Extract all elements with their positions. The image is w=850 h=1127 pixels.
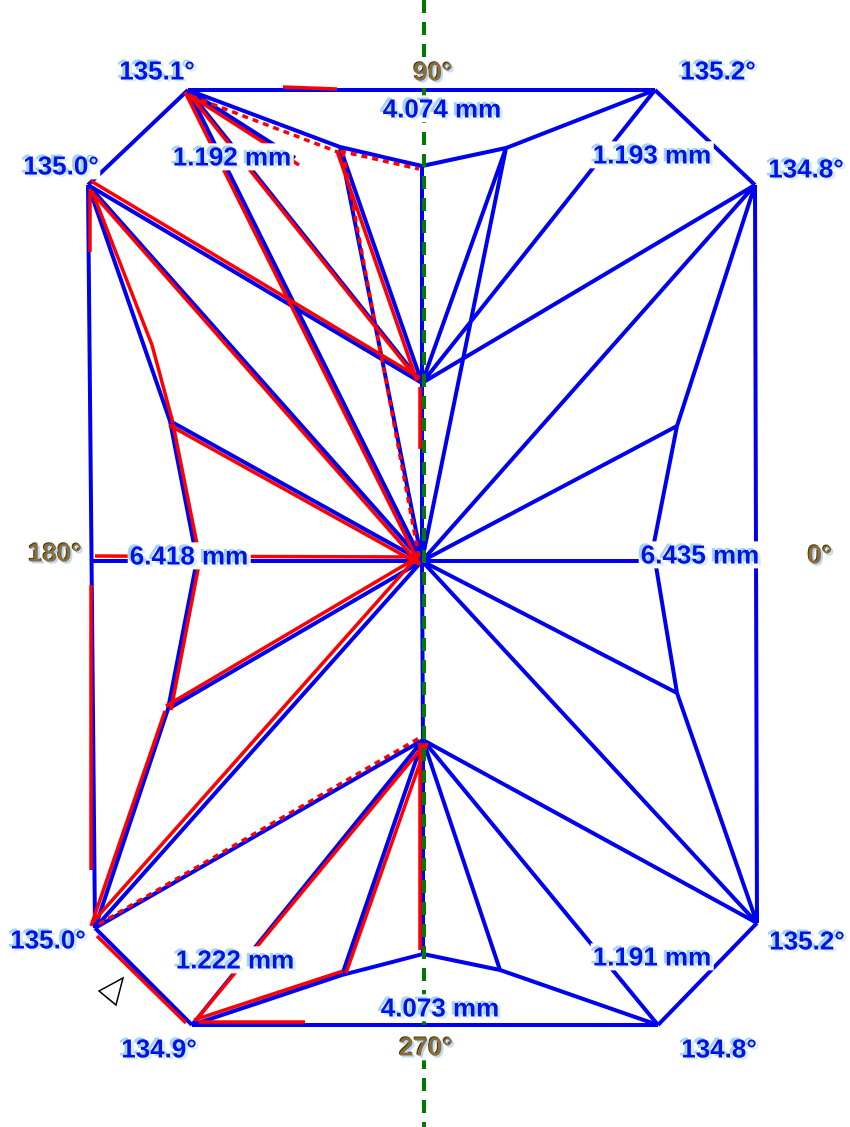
facet-edge-line	[422, 952, 501, 972]
facet-edge-line	[282, 85, 338, 91]
facet-edge-line	[651, 425, 679, 549]
facet-edge-line	[193, 969, 344, 1022]
facet-edge-line	[421, 739, 502, 971]
facet-edge-line	[168, 423, 420, 566]
facet-edge-line	[340, 739, 425, 976]
facet-edge-line	[339, 145, 423, 168]
facet-edge-line	[194, 742, 427, 1022]
facet-edge-line	[420, 183, 757, 385]
facet-edge-line	[653, 88, 757, 187]
facet-edge-line	[187, 92, 420, 382]
facet-edge-line	[90, 555, 419, 925]
facet-edge-line	[420, 147, 508, 562]
facet-edge-line	[651, 547, 679, 694]
facet-edge-line	[87, 187, 422, 567]
facet-edge-line	[190, 94, 339, 154]
facet-edge-line	[339, 149, 420, 171]
facet-edge-line	[675, 692, 759, 924]
facet-edge-line	[169, 558, 202, 711]
facet-edge-line	[166, 559, 199, 710]
facet-edge-line	[168, 420, 199, 561]
cursor-triangle-icon	[97, 976, 125, 1007]
facet-edge-line	[420, 88, 657, 385]
facet-edge-line	[89, 710, 167, 927]
facet-edge-line	[505, 88, 656, 150]
facet-edge-line	[338, 146, 424, 384]
facet-edge-line	[344, 742, 429, 974]
facet-edge-line	[422, 738, 758, 925]
facet-edge-line	[90, 190, 154, 346]
facet-edge-line	[169, 419, 423, 563]
facet-edge-line	[187, 88, 341, 149]
facet-edge-line	[95, 934, 188, 1025]
cursor-triangle-icon	[97, 976, 125, 1007]
facet-edge-line	[421, 146, 507, 168]
facet-edge-line	[90, 179, 421, 380]
facet-edge-line	[656, 921, 759, 1027]
facet-edge-line	[94, 554, 420, 559]
facet-edge-line	[420, 147, 508, 384]
facet-edge-line	[753, 184, 759, 924]
facet-edge-line	[499, 968, 659, 1027]
facet-edge-line	[86, 183, 424, 385]
facet-edge-line	[421, 559, 678, 695]
facet-edge-line	[86, 184, 172, 422]
facet-edge-line	[93, 708, 170, 929]
facet-edge-line	[166, 559, 424, 711]
facet-edge-line	[86, 184, 97, 929]
facet-edge-line	[150, 344, 175, 424]
facet-edge-line	[675, 184, 757, 427]
facet-edge-line	[341, 151, 421, 558]
facet-edge-line	[93, 926, 194, 1027]
facet-edge-line	[94, 738, 424, 930]
facet-edge-line	[421, 424, 678, 563]
facet-edge-line	[98, 735, 422, 926]
facet-edge-line	[191, 973, 343, 1027]
facet-edge-line	[420, 559, 759, 925]
facet-edge-line	[86, 88, 190, 187]
facet-edge-line	[420, 183, 757, 563]
facet-edge-line	[165, 555, 419, 708]
facet-edge-line	[86, 183, 424, 563]
facet-edge-line	[171, 423, 202, 560]
facet-edge-line	[341, 952, 424, 977]
facet-edge-line	[421, 738, 660, 1027]
facet-edge-line	[93, 559, 424, 930]
